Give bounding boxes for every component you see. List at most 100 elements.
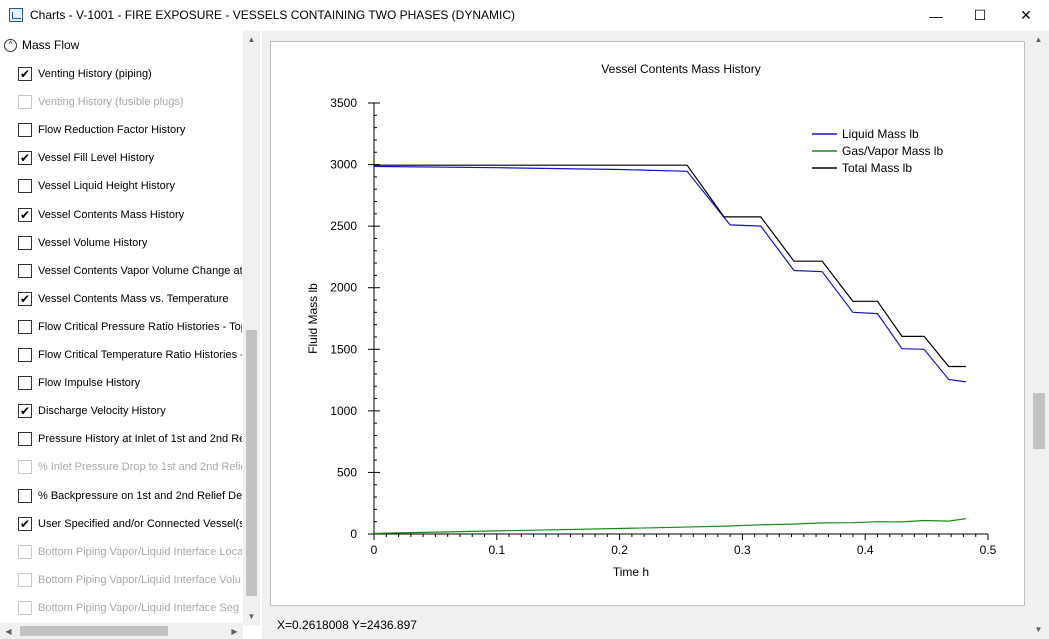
chart-option-label: Flow Critical Pressure Ratio Histories -… xyxy=(38,320,242,333)
chart-option-label: Flow Reduction Factor History xyxy=(38,124,186,137)
chart-option-item[interactable]: ✔ Venting History (piping) xyxy=(18,65,152,83)
chart-option-item[interactable]: Pressure History at Inlet of 1st and 2nd… xyxy=(18,430,242,448)
y-tick-label: 3500 xyxy=(330,96,357,110)
chart-option-checkbox[interactable]: ✔ xyxy=(18,404,32,419)
series-line-3 xyxy=(374,164,966,368)
chart-option-checkbox[interactable] xyxy=(18,432,32,447)
chart-vertical-scrollbar[interactable]: ▲ ▼ xyxy=(1029,31,1049,639)
close-icon: ✕ xyxy=(1020,7,1032,23)
x-axis-label: Time h xyxy=(613,565,649,579)
chart-option-item[interactable]: ✔ Vessel Contents Mass vs. Temperature xyxy=(18,290,229,308)
chart-option-label: Bottom Piping Vapor/Liquid Interface Vol… xyxy=(38,573,241,586)
y-tick-label: 2500 xyxy=(330,219,357,233)
chart-option-item[interactable]: Vessel Liquid Height History xyxy=(18,177,175,195)
chart-option-checkbox xyxy=(18,460,32,475)
chart-option-checkbox[interactable]: ✔ xyxy=(18,516,32,531)
y-tick-label: 500 xyxy=(337,465,357,479)
legend-label: Total Mass lb xyxy=(842,161,912,175)
chart-option-checkbox xyxy=(18,544,32,559)
chart-option-item[interactable]: Flow Critical Pressure Ratio Histories -… xyxy=(18,318,242,336)
chart-option-checkbox[interactable]: ✔ xyxy=(18,67,32,81)
chart-option-checkbox[interactable]: ✔ xyxy=(18,207,32,222)
scroll-down-arrow-icon[interactable]: ▼ xyxy=(247,612,256,621)
chart-option-item[interactable]: Flow Critical Temperature Ratio Historie… xyxy=(18,346,242,364)
chart-option-checkbox[interactable]: ✔ xyxy=(18,151,32,166)
close-button[interactable]: ✕ xyxy=(1003,0,1049,31)
x-tick-label: 0.3 xyxy=(734,543,751,557)
x-tick-label: 0 xyxy=(371,543,378,557)
sidebar-vertical-scrollbar[interactable]: ▲ ▼ xyxy=(243,31,260,625)
chart-option-item: Bottom Piping Vapor/Liquid Interface Vol… xyxy=(18,571,241,589)
mass-history-chart[interactable]: Vessel Contents Mass History 0 500 1000 1500… xyxy=(271,42,1024,605)
chart-option-checkbox xyxy=(18,572,32,587)
chart-option-label: Flow Critical Temperature Ratio Historie… xyxy=(38,349,242,361)
x-tick-label: 0.5 xyxy=(980,543,997,557)
chart-option-label: Vessel Contents Mass History xyxy=(38,208,185,221)
scroll-thumb[interactable] xyxy=(246,330,257,596)
chart-option-item[interactable]: % Backpressure on 1st and 2nd Relief Dev xyxy=(18,487,242,505)
chart-option-item[interactable]: ✔ Vessel Contents Mass History xyxy=(18,206,184,224)
chart-scroll-thumb[interactable] xyxy=(1033,393,1045,449)
y-tick-label: 3000 xyxy=(330,158,357,172)
minimize-button[interactable]: — xyxy=(913,0,959,31)
maximize-button[interactable]: ☐ xyxy=(957,0,1003,31)
chart-option-item: Bottom Piping Vapor/Liquid Interface Loc… xyxy=(18,543,242,561)
y-tick-label: 1000 xyxy=(330,404,357,418)
chart-option-checkbox[interactable] xyxy=(18,235,32,250)
chart-scroll-down-arrow-icon[interactable]: ▼ xyxy=(1034,625,1043,634)
chart-option-checkbox[interactable] xyxy=(18,319,32,334)
series-line-1 xyxy=(373,165,966,383)
chart-option-item[interactable]: ✔ Discharge Velocity History xyxy=(18,402,166,420)
horizontal-scroll-thumb[interactable] xyxy=(20,626,168,636)
scroll-left-arrow-icon[interactable]: ◀ xyxy=(5,626,12,636)
chart-option-item[interactable]: ✔ User Specified and/or Connected Vessel(… xyxy=(18,515,242,533)
title-bar: Charts - V-1001 - FIRE EXPOSURE - VESSEL… xyxy=(0,0,1049,31)
chart-frame[interactable]: Vessel Contents Mass History 0 500 1000 1500… xyxy=(270,41,1025,606)
chart-option-item[interactable]: Vessel Contents Vapor Volume Change at xyxy=(18,262,242,280)
chart-option-item[interactable]: ✔ Vessel Fill Level History xyxy=(18,149,154,167)
chart-option-label: % Backpressure on 1st and 2nd Relief Dev xyxy=(38,489,242,502)
chart-option-label: Bottom Piping Vapor/Liquid Interface Loc… xyxy=(38,545,242,558)
chart-option-checkbox[interactable] xyxy=(18,348,32,362)
chart-option-label: Bottom Piping Vapor/Liquid Interface Seg xyxy=(38,601,239,614)
x-tick-label: 0.4 xyxy=(857,543,874,557)
chart-option-checkbox xyxy=(18,600,32,615)
chart-scroll-up-arrow-icon[interactable]: ▲ xyxy=(1034,35,1043,44)
chart-option-checkbox[interactable]: ✔ xyxy=(18,291,32,306)
y-tick-label: 2000 xyxy=(330,281,357,295)
scroll-up-arrow-icon[interactable]: ▲ xyxy=(247,35,256,44)
chart-option-label: Vessel Contents Mass vs. Temperature xyxy=(38,292,229,305)
sidebar-horizontal-scrollbar[interactable]: ◀ ▶ xyxy=(0,623,243,639)
section-label: Mass Flow xyxy=(22,38,80,52)
window-title: Charts - V-1001 - FIRE EXPOSURE - VESSEL… xyxy=(30,8,515,22)
mass-flow-section-header[interactable]: ^ Mass Flow xyxy=(4,36,79,54)
chart-option-checkbox[interactable] xyxy=(18,376,32,391)
chart-option-item[interactable]: Vessel Volume History xyxy=(18,234,147,252)
chart-option-label: Vessel Fill Level History xyxy=(38,152,155,165)
chart-option-item[interactable]: Flow Reduction Factor History xyxy=(18,121,185,139)
chart-option-item[interactable]: Flow Impulse History xyxy=(18,374,140,392)
y-tick-label: 0 xyxy=(350,527,357,541)
chart-option-label: Flow Impulse History xyxy=(38,377,141,390)
legend-label: Liquid Mass lb xyxy=(842,127,919,141)
chart-option-checkbox xyxy=(18,95,32,110)
chart-option-checkbox[interactable] xyxy=(18,263,32,278)
legend-label: Gas/Vapor Mass lb xyxy=(842,144,943,158)
series-line-2 xyxy=(373,518,966,534)
collapse-icon[interactable]: ^ xyxy=(4,38,17,52)
cursor-readout: X=0.2618008 Y=2436.897 xyxy=(277,618,417,632)
chart-option-label: User Specified and/or Connected Vessel(s… xyxy=(38,517,242,530)
chart-checkbox-list: ✔ Venting History (piping) Venting History… xyxy=(0,65,242,625)
y-tick-label: 1500 xyxy=(330,342,357,356)
scroll-right-arrow-icon[interactable]: ▶ xyxy=(231,626,238,636)
x-tick-label: 0.2 xyxy=(611,543,628,557)
chart-option-checkbox[interactable] xyxy=(18,179,32,194)
chart-area: Vessel Contents Mass History 0 500 1000 1500… xyxy=(262,31,1049,639)
chart-option-checkbox[interactable] xyxy=(18,488,32,503)
chart-option-label: Venting History (piping) xyxy=(38,68,152,80)
chart-option-label: Vessel Contents Vapor Volume Change at xyxy=(38,264,242,277)
chart-option-item: % Inlet Pressure Drop to 1st and 2nd Rel… xyxy=(18,458,242,476)
chart-option-checkbox[interactable] xyxy=(18,123,32,138)
minimize-icon: — xyxy=(929,7,943,24)
y-axis-label: Fluid Mass lb xyxy=(306,283,320,354)
